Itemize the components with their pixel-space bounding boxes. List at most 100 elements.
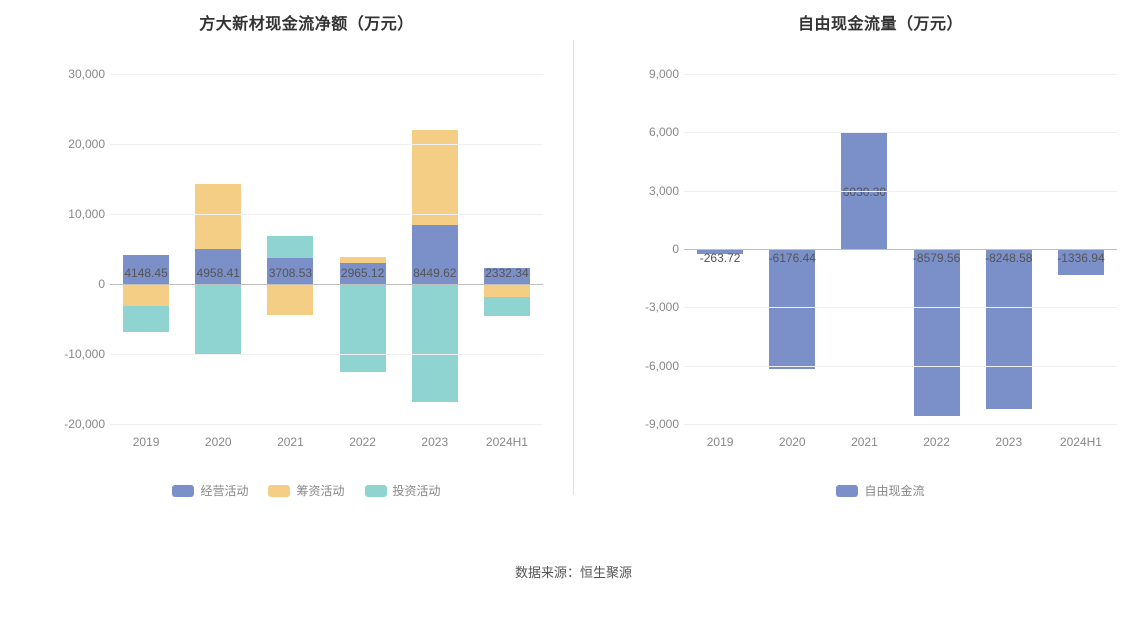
left-y-tick: 10,000 [55, 207, 105, 221]
right-bar-seg [986, 249, 1032, 409]
left-bar-seg-investing [123, 306, 169, 332]
left-y-tick: 0 [55, 277, 105, 291]
left-x-labels: 201920202021202220232024H1 [110, 429, 543, 454]
left-grid-line [110, 144, 543, 145]
left-x-tick: 2020 [182, 429, 254, 454]
left-bar-stack: 2332.34 [484, 74, 530, 424]
right-y-tick: -9,000 [629, 417, 679, 431]
left-bar-value-label: 2965.12 [341, 266, 384, 280]
left-legend-item-investing: 投资活动 [365, 482, 441, 499]
right-bar-seg [769, 249, 815, 369]
right-x-tick: 2020 [756, 429, 828, 454]
left-legend-item-operating: 经营活动 [172, 482, 248, 499]
left-y-tick: -10,000 [55, 347, 105, 361]
left-bar-group: 2965.12 [327, 74, 399, 424]
panels: 方大新材现金流净额（万元） 4148.45 4958.41 3708.53 2965.… [0, 10, 1147, 550]
legend-swatch-icon [836, 485, 858, 497]
left-bar-seg-financing [195, 184, 241, 249]
right-y-tick: 9,000 [629, 67, 679, 81]
left-bar-group: 4958.41 [182, 74, 254, 424]
right-grid-line [684, 366, 1117, 367]
right-y-tick: -3,000 [629, 300, 679, 314]
right-bar-value-label: -1336.94 [1057, 251, 1104, 265]
legend-label: 投资活动 [393, 482, 441, 499]
left-bar-group: 2332.34 [471, 74, 543, 424]
right-legend: 自由现金流 [634, 482, 1127, 499]
right-plot: -263.72-6176.446030.30-8579.56-8248.58-1… [634, 74, 1127, 454]
right-legend-item-free_cash: 自由现金流 [836, 482, 924, 499]
left-bar-stack: 3708.53 [267, 74, 313, 424]
left-chart-title: 方大新材现金流净额（万元） [60, 10, 553, 34]
right-panel: 自由现金流量（万元） -263.72-6176.446030.30-8579.5… [574, 10, 1147, 550]
right-bar-value-label: -8248.58 [985, 251, 1032, 265]
right-x-tick: 2023 [973, 429, 1045, 454]
right-bar-seg [914, 249, 960, 416]
left-bar-seg-investing [484, 297, 530, 317]
left-bar-seg-financing [484, 284, 530, 297]
left-bar-value-label: 4148.45 [124, 266, 167, 280]
right-y-tick: 3,000 [629, 184, 679, 198]
legend-label: 经营活动 [200, 482, 248, 499]
legend-label: 筹资活动 [296, 482, 344, 499]
right-x-tick: 2021 [828, 429, 900, 454]
right-x-tick: 2022 [901, 429, 973, 454]
left-grid-line [110, 74, 543, 75]
left-zero-line [110, 284, 543, 285]
left-panel: 方大新材现金流净额（万元） 4148.45 4958.41 3708.53 2965.… [0, 10, 573, 550]
left-bar-value-label: 3708.53 [269, 266, 312, 280]
left-bar-seg-investing [195, 284, 241, 355]
left-y-tick: -20,000 [55, 417, 105, 431]
right-grid-line [684, 132, 1117, 133]
legend-label: 自由现金流 [864, 482, 924, 499]
right-plot-inner: -263.72-6176.446030.30-8579.56-8248.58-1… [684, 74, 1117, 424]
right-x-labels: 201920202021202220232024H1 [684, 429, 1117, 454]
left-y-tick: 20,000 [55, 137, 105, 151]
left-plot-inner: 4148.45 4958.41 3708.53 2965.12 8449.62 2332.… [110, 74, 543, 424]
left-x-tick: 2021 [254, 429, 326, 454]
left-bar-seg-investing [340, 284, 386, 372]
left-bar-seg-investing [267, 236, 313, 258]
left-bar-value-label: 8449.62 [413, 266, 456, 280]
right-bar-value-label: -263.72 [700, 251, 741, 265]
right-bar-value-label: -6176.44 [769, 251, 816, 265]
left-bar-seg-financing [267, 284, 313, 315]
right-grid-line [684, 307, 1117, 308]
left-bar-group: 4148.45 [110, 74, 182, 424]
page: 方大新材现金流净额（万元） 4148.45 4958.41 3708.53 2965.… [0, 0, 1147, 619]
data-source-line: 数据来源：恒生聚源 [0, 562, 1147, 581]
right-x-tick: 2019 [684, 429, 756, 454]
left-bar-seg-financing [123, 284, 169, 306]
left-plot: 4148.45 4958.41 3708.53 2965.12 8449.62 2332.… [60, 74, 553, 454]
left-bar-seg-investing [412, 284, 458, 402]
left-bar-seg-financing [340, 257, 386, 263]
left-grid-line [110, 354, 543, 355]
left-x-tick: 2024H1 [471, 429, 543, 454]
right-y-tick: 0 [629, 242, 679, 256]
right-bar-value-label: -8579.56 [913, 251, 960, 265]
left-bar-value-label: 2332.34 [485, 266, 528, 280]
left-x-tick: 2019 [110, 429, 182, 454]
left-grid-line [110, 424, 543, 425]
left-x-tick: 2022 [327, 429, 399, 454]
left-grid-line [110, 214, 543, 215]
right-grid-line [684, 74, 1117, 75]
left-bar-stack: 4958.41 [195, 74, 241, 424]
right-y-tick: -6,000 [629, 359, 679, 373]
left-y-tick: 30,000 [55, 67, 105, 81]
left-bar-value-label: 4958.41 [197, 266, 240, 280]
right-zero-line [684, 249, 1117, 250]
left-bar-stack: 8449.62 [412, 74, 458, 424]
left-bar-stack: 2965.12 [340, 74, 386, 424]
left-bar-group: 8449.62 [399, 74, 471, 424]
legend-swatch-icon [268, 485, 290, 497]
left-bars-row: 4148.45 4958.41 3708.53 2965.12 8449.62 2332.… [110, 74, 543, 424]
legend-swatch-icon [172, 485, 194, 497]
left-bar-group: 3708.53 [254, 74, 326, 424]
right-y-tick: 6,000 [629, 125, 679, 139]
left-x-tick: 2023 [399, 429, 471, 454]
left-legend-item-financing: 筹资活动 [268, 482, 344, 499]
right-chart-title: 自由现金流量（万元） [634, 10, 1127, 34]
legend-swatch-icon [365, 485, 387, 497]
right-grid-line [684, 191, 1117, 192]
left-legend: 经营活动 筹资活动 投资活动 [60, 482, 553, 499]
